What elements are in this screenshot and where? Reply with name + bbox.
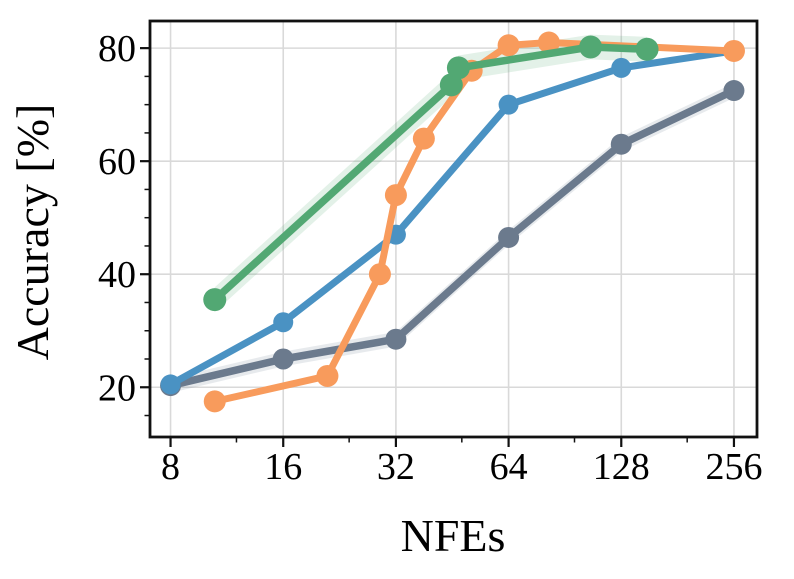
orange-line-marker bbox=[316, 364, 339, 387]
orange-line-marker bbox=[497, 34, 520, 57]
blue-line-marker bbox=[273, 312, 294, 333]
x-tick-label: 128 bbox=[593, 446, 650, 488]
x-tick-label: 8 bbox=[161, 446, 180, 488]
orange-line-marker bbox=[722, 39, 745, 62]
x-axis-title: NFEs bbox=[400, 510, 506, 561]
blue-line-marker bbox=[611, 57, 632, 78]
green-line-marker bbox=[446, 56, 470, 80]
blue-line-marker bbox=[498, 94, 519, 115]
gray-line bbox=[166, 86, 738, 390]
y-tick-label: 40 bbox=[98, 254, 136, 296]
green-line-marker bbox=[579, 35, 603, 59]
orange-line-marker bbox=[412, 127, 435, 150]
y-tick-label: 60 bbox=[98, 141, 136, 183]
gray-line-marker bbox=[498, 226, 520, 248]
x-tick-label: 16 bbox=[264, 446, 302, 488]
x-tick-label: 32 bbox=[377, 446, 415, 488]
blue-line-marker bbox=[160, 374, 181, 395]
y-tick-label: 80 bbox=[98, 28, 136, 70]
green-line-marker bbox=[203, 288, 227, 312]
x-tick-label: 256 bbox=[705, 446, 762, 488]
orange-line-marker bbox=[203, 390, 226, 413]
gray-line-marker bbox=[272, 348, 294, 370]
orange-line-marker bbox=[537, 31, 560, 54]
y-axis-title: Accuracy [%] bbox=[7, 103, 58, 361]
gray-line-marker bbox=[723, 80, 745, 102]
green-line-marker bbox=[635, 37, 659, 61]
gray-line-band bbox=[170, 83, 734, 393]
plot-border bbox=[148, 19, 759, 439]
x-tick-label: 64 bbox=[490, 446, 528, 488]
orange-line-marker bbox=[368, 263, 391, 286]
y-tick-label: 20 bbox=[98, 367, 136, 409]
blue-line bbox=[167, 47, 738, 388]
gray-line-marker bbox=[385, 328, 407, 350]
gray-line-marker bbox=[610, 133, 632, 155]
orange-line-marker bbox=[384, 184, 407, 207]
